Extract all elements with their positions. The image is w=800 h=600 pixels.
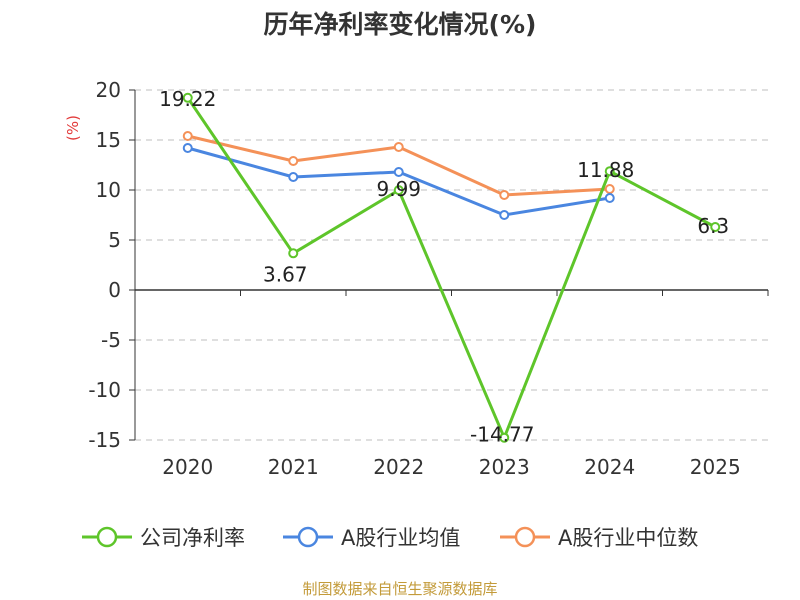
data-point bbox=[499, 190, 510, 200]
grid-lines bbox=[135, 89, 768, 441]
data-point bbox=[182, 131, 193, 141]
legend-swatch-marker bbox=[297, 526, 319, 548]
y-tick-label: 10 bbox=[96, 178, 121, 202]
data-point bbox=[604, 184, 615, 194]
axes: 20 15 10 5 0 -5 -10 -15 2020 2021 2022 2023 2024 2025 bbox=[88, 78, 769, 479]
data-point bbox=[288, 172, 299, 182]
data-label: 19.22 bbox=[159, 87, 216, 111]
x-tick-label: 2020 bbox=[162, 455, 213, 479]
data-point bbox=[604, 193, 615, 203]
source-note: 制图数据来自恒生聚源数据库 bbox=[302, 580, 497, 598]
legend-label: A股行业均值 bbox=[341, 526, 460, 550]
data-point bbox=[499, 432, 510, 443]
data-label: 9.99 bbox=[376, 177, 421, 201]
y-tick-label: 20 bbox=[96, 78, 121, 102]
x-tick-label: 2023 bbox=[479, 455, 530, 479]
data-label: 11.88 bbox=[577, 158, 634, 182]
data-point bbox=[288, 156, 299, 166]
legend-item[interactable]: 公司净利率 bbox=[82, 526, 245, 550]
chart-title: 历年净利率变化情况(%) bbox=[264, 10, 537, 39]
x-tick-label: 2021 bbox=[268, 455, 319, 479]
data-label: 3.67 bbox=[263, 262, 308, 286]
data-point bbox=[182, 143, 193, 153]
series-line bbox=[186, 96, 716, 440]
legend-item[interactable]: A股行业均值 bbox=[283, 526, 460, 550]
x-tick-label: 2024 bbox=[584, 455, 635, 479]
x-tick-label: 2022 bbox=[373, 455, 424, 479]
y-tick-label: -15 bbox=[88, 428, 121, 452]
legend: 公司净利率 A股行业均值 A股行业中位数 bbox=[82, 526, 698, 550]
data-point bbox=[182, 92, 193, 103]
data-point bbox=[393, 142, 404, 152]
legend-item[interactable]: A股行业中位数 bbox=[500, 526, 698, 550]
legend-swatch-marker bbox=[96, 526, 118, 548]
y-tick-label: 5 bbox=[108, 228, 121, 252]
legend-label: A股行业中位数 bbox=[558, 526, 698, 550]
data-point bbox=[288, 248, 299, 259]
legend-swatch-marker bbox=[514, 526, 536, 548]
legend-label: 公司净利率 bbox=[140, 526, 245, 550]
data-point bbox=[393, 185, 404, 196]
data-point bbox=[393, 167, 404, 177]
y-tick-label: -10 bbox=[88, 378, 121, 402]
y-tick-label: 0 bbox=[108, 278, 121, 302]
y-axis-label: (%) bbox=[64, 115, 82, 141]
data-labels: 19.22 3.67 9.99 -14.77 11.88 6.3 bbox=[159, 87, 729, 447]
data-point bbox=[604, 166, 615, 177]
data-label: 6.3 bbox=[697, 214, 729, 238]
data-points bbox=[182, 92, 721, 443]
y-tick-label: -5 bbox=[101, 328, 121, 352]
data-point bbox=[710, 222, 721, 232]
y-tick-label: 15 bbox=[96, 128, 121, 152]
data-point bbox=[499, 210, 510, 220]
x-tick-label: 2025 bbox=[690, 455, 741, 479]
data-label: -14.77 bbox=[470, 423, 534, 447]
